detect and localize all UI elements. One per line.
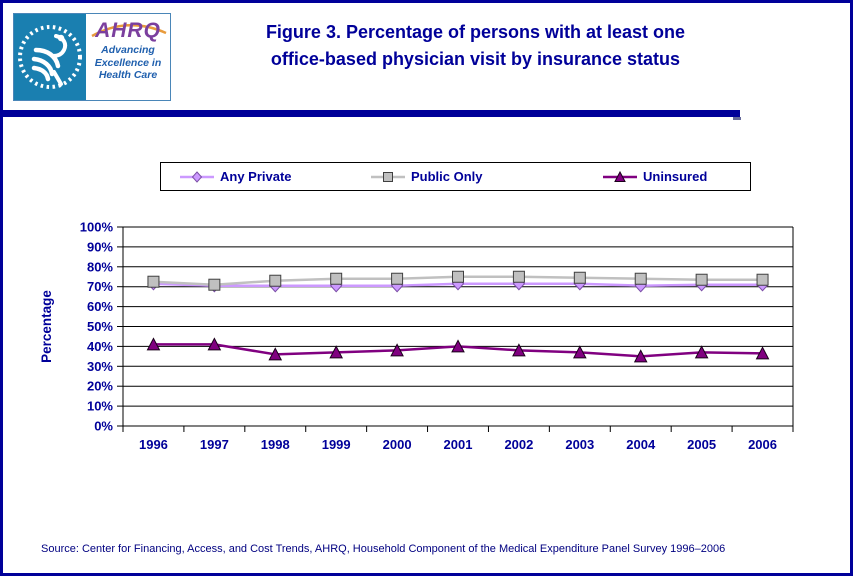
figure-title: Figure 3. Percentage of persons with at … [178,19,773,73]
data-point-triangle [329,345,344,359]
x-axis-year-label: 1998 [261,437,290,452]
ahrq-tagline-line: Advancing [101,44,155,56]
y-axis-tick-label: 80% [87,259,113,274]
y-axis-tick-label: 20% [87,379,113,394]
data-point-square [634,272,647,285]
public-only-marker-icon [371,171,405,182]
any-private-marker-icon [180,170,214,183]
legend-marker-shape [383,171,393,182]
y-axis-tick-label: 60% [87,299,113,314]
hhs-eagle-icon [18,25,82,89]
x-axis-year-label: 2003 [565,437,594,452]
y-axis-tick-label: 70% [87,279,113,294]
data-point-square [512,270,525,283]
uninsured-marker-icon [603,170,637,182]
data-point-square [573,271,586,284]
ahrq-logo: AHRQ Advancing Excellence in Health Care [86,14,170,100]
data-point-triangle [451,339,465,353]
y-axis-tick-label: 30% [87,359,113,374]
data-point-triangle [633,349,648,363]
source-note: Source: Center for Financing, Access, an… [41,543,726,555]
x-axis-year-label: 2002 [504,437,533,452]
divider-bar-shadow [733,117,741,120]
legend-marker-shape [614,170,626,182]
data-point-square [330,272,343,285]
figure-title-line2: office-based physician visit by insuranc… [270,49,681,69]
y-axis-tick-label: 50% [87,319,113,334]
hhs-logo [14,14,86,100]
figure-title-line1: Figure 3. Percentage of persons with at … [265,22,686,42]
data-point-square [147,275,160,288]
data-point-square [452,270,464,283]
chart-legend: Any Private Public Only Uninsured [160,162,751,191]
x-axis-year-label: 2001 [444,437,473,452]
x-axis-year-label: 1997 [200,437,229,452]
y-axis-title: Percentage [39,290,54,363]
data-point-triangle [572,345,587,359]
x-axis-year-label: 1996 [139,437,168,452]
x-axis-year-label: 2004 [626,437,656,452]
data-point-triangle [207,337,222,351]
legend-item-label: Uninsured [643,169,708,184]
ahrq-tagline: Advancing Excellence in Health Care [86,44,170,82]
data-point-triangle [268,347,283,361]
legend-item-label: Any Private [220,169,292,184]
legend-item-public-only: Public Only [370,163,483,190]
data-point-square [695,273,708,286]
data-point-triangle [694,345,709,359]
y-axis-tick-label: 90% [87,239,113,254]
data-point-square [391,272,404,285]
data-point-triangle [390,343,404,357]
ahrq-tagline-line: Excellence in [94,56,162,69]
data-point-triangle [146,337,161,351]
data-point-square [208,278,221,291]
data-point-square [269,274,282,287]
y-axis-tick-label: 0% [94,419,113,434]
ahrq-swoosh-icon [91,23,167,38]
y-axis-tick-label: 40% [87,339,113,354]
y-axis-tick-label: 10% [87,399,113,414]
divider-bar [3,110,740,117]
data-point-triangle [755,346,770,360]
line-chart: 0% 10% 20% 30% 40% 50% 60% 70% 80% 90% 100% 1996 199… [39,220,794,452]
ahrq-hhs-logo: AHRQ Advancing Excellence in Health Care [13,13,171,101]
y-axis-tick-label: 100% [80,220,114,235]
x-axis-year-label: 2000 [383,437,412,452]
x-axis-year-label: 2006 [748,437,777,452]
legend-marker-shape [191,170,203,183]
ahrq-acronym: AHRQ [95,19,161,42]
legend-item-uninsured: Uninsured [602,163,707,190]
data-point-square [756,273,769,286]
x-axis-year-label: 2005 [687,437,716,452]
legend-item-any-private: Any Private [179,163,292,190]
legend-item-label: Public Only [411,169,483,184]
data-point-triangle [512,343,526,357]
x-axis-year-label: 1999 [322,437,351,452]
ahrq-tagline-line: Health Care [98,69,158,81]
